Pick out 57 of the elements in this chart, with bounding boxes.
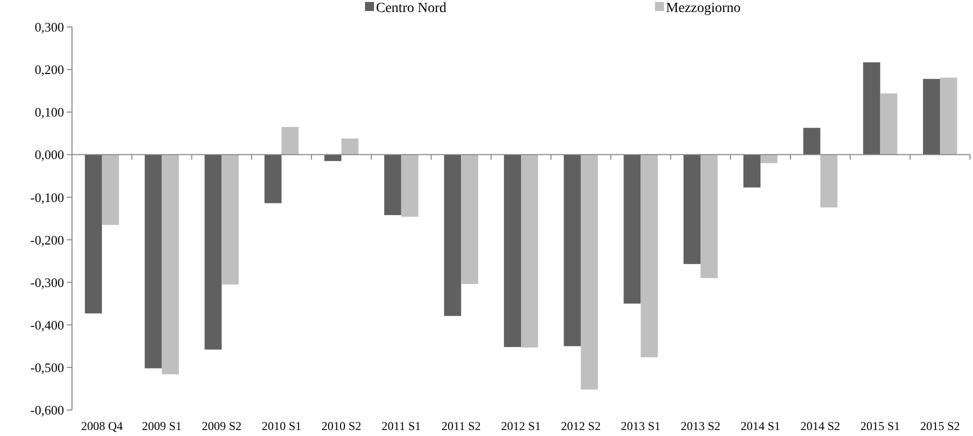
bar — [282, 127, 299, 155]
bar — [743, 154, 760, 188]
x-tick-label: 2014 S2 — [800, 419, 840, 433]
bar — [222, 154, 239, 284]
bar — [444, 154, 462, 316]
bar — [923, 78, 940, 155]
bar — [820, 154, 838, 208]
bar — [521, 154, 538, 348]
bar — [144, 154, 162, 368]
y-tick-label: 0,000 — [34, 147, 64, 162]
x-tick-label: 2009 S2 — [202, 419, 242, 433]
legend-label: Mezzogiorno — [666, 1, 741, 16]
bar — [803, 128, 820, 155]
bar — [564, 154, 581, 346]
legend-label: Centro Nord — [376, 1, 446, 16]
x-tick-label: 2013 S2 — [680, 419, 720, 433]
bar — [341, 138, 358, 155]
x-tick-label: 2013 S1 — [620, 419, 661, 433]
y-tick-label: -0,400 — [30, 317, 64, 332]
x-tick-label: 2012 S2 — [561, 419, 601, 433]
y-tick-label: -0,300 — [30, 274, 64, 290]
x-tick-label: 2008 Q4 — [81, 419, 123, 433]
x-tick-label: 2011 S2 — [442, 419, 481, 433]
x-tick-label: 2009 S1 — [142, 419, 182, 433]
x-tick-label: 2012 S1 — [501, 419, 541, 433]
bar — [624, 154, 641, 304]
y-tick-label: -0,200 — [30, 232, 64, 248]
x-tick-label: 2010 S2 — [322, 419, 362, 433]
x-tick-label: 2014 S1 — [740, 419, 780, 433]
x-tick-label: 2015 S2 — [920, 419, 960, 433]
y-tick-label: 0,100 — [34, 104, 64, 120]
bar — [204, 154, 222, 350]
x-tick-label: 2010 S1 — [262, 419, 302, 433]
x-tick-label: 2015 S1 — [860, 419, 900, 433]
bar — [264, 154, 282, 204]
bar — [940, 78, 958, 155]
y-tick-label: -0,500 — [30, 360, 64, 375]
bar — [684, 154, 701, 264]
bar — [504, 154, 521, 348]
bar — [580, 154, 598, 390]
x-tick-label: 2011 S1 — [382, 419, 421, 433]
bar — [863, 62, 880, 155]
y-tick-label: 0,200 — [34, 62, 64, 78]
y-tick-label: 0,300 — [34, 20, 64, 35]
bar — [461, 154, 478, 284]
bar — [401, 154, 418, 217]
bar — [700, 154, 718, 278]
bar — [84, 154, 102, 314]
y-tick-label: -0,600 — [30, 402, 64, 418]
bar — [162, 154, 179, 374]
bar — [102, 154, 119, 225]
y-tick-label: -0,100 — [30, 190, 64, 205]
bar — [384, 154, 402, 216]
bar — [880, 93, 898, 155]
bar — [760, 154, 778, 164]
bar — [640, 154, 658, 358]
bar — [324, 154, 342, 162]
